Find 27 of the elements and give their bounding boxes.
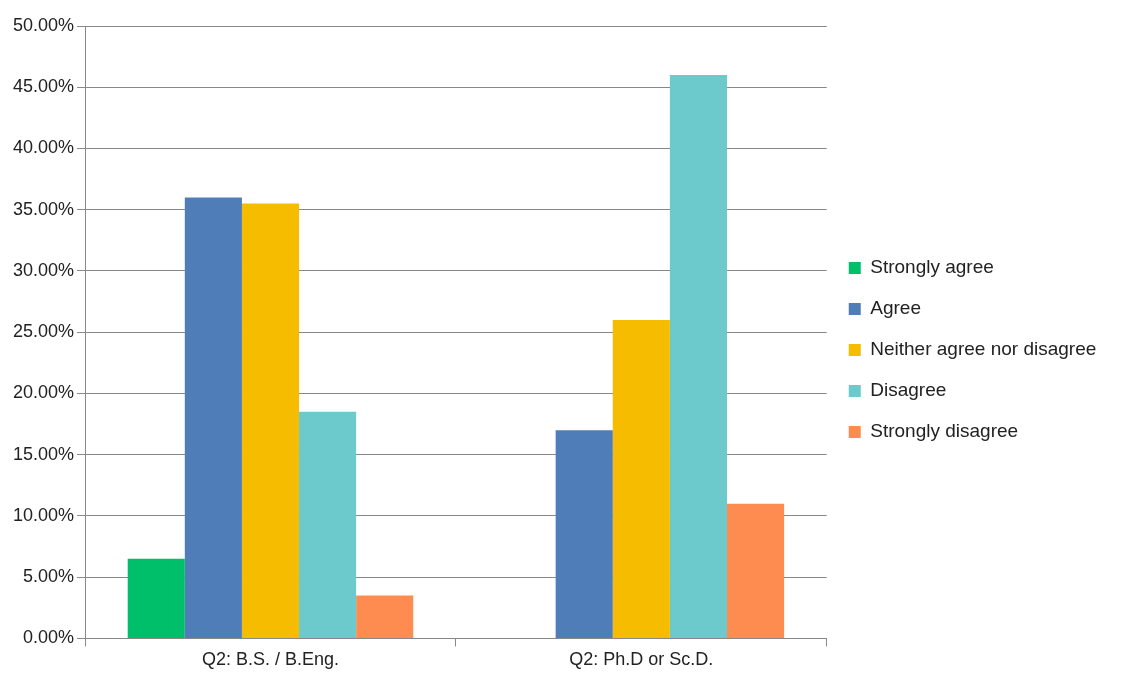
bar: [612, 319, 670, 638]
y-tick-label: 10.00%: [12, 504, 75, 525]
y-tick-label: 20.00%: [12, 382, 75, 403]
bar: [356, 595, 414, 638]
bar: [555, 430, 613, 638]
y-tick-label: 50.00%: [12, 14, 75, 35]
y-tick-label: 35.00%: [12, 198, 75, 219]
legend-label: Neither agree nor disagree: [870, 338, 1097, 360]
y-tick-label: 15.00%: [12, 443, 75, 464]
bar: [669, 74, 727, 638]
bar: [127, 558, 185, 638]
y-tick-label: 45.00%: [12, 76, 75, 97]
bar: [241, 203, 300, 638]
legend-label: Strongly disagree: [870, 420, 1019, 442]
y-tick-label: 25.00%: [12, 321, 75, 342]
legend-label: Disagree: [870, 379, 947, 401]
bar: [184, 197, 242, 638]
legend-label: Agree: [870, 297, 921, 319]
y-tick-label: 5.00%: [23, 566, 75, 587]
x-tick-label: Q2: B.S. / B.Eng.: [201, 649, 340, 670]
bar: [299, 411, 357, 638]
y-tick-label: 40.00%: [12, 137, 75, 158]
bar: [726, 503, 785, 638]
x-tick-label: Q2: Ph.D or Sc.D.: [569, 649, 714, 670]
y-tick-label: 0.00%: [23, 627, 75, 648]
y-tick-label: 30.00%: [12, 259, 75, 280]
legend-label: Strongly agree: [870, 256, 994, 278]
